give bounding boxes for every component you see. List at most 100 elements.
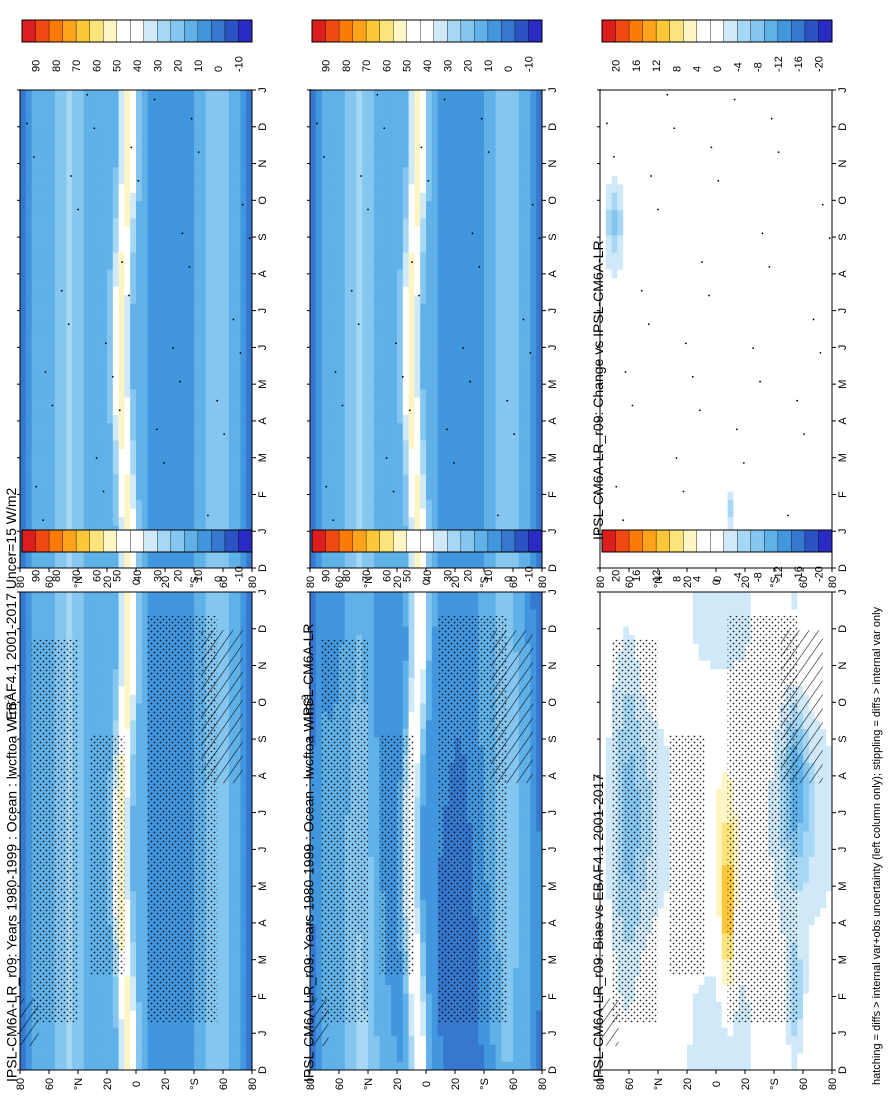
heat-cell — [84, 1010, 90, 1019]
heat-cell — [136, 814, 142, 823]
heat-cell — [153, 397, 159, 406]
heat-cell — [240, 848, 246, 857]
heat-cell — [37, 380, 43, 389]
heat-cell — [240, 1019, 246, 1028]
heat-cell — [136, 1061, 142, 1070]
heat-cell — [148, 192, 154, 201]
heat-cell — [78, 746, 84, 755]
heat-cell — [61, 116, 67, 125]
heat-cell — [148, 1044, 154, 1053]
heat-cell — [223, 252, 229, 261]
heat-cell — [49, 99, 55, 108]
heat-cell — [310, 601, 316, 610]
heat-cell — [84, 737, 90, 746]
heat-cell — [20, 500, 26, 509]
heat-cell — [124, 814, 130, 823]
heat-cell — [200, 312, 206, 321]
heat-cell — [235, 346, 241, 355]
heat-cell — [316, 814, 322, 823]
heat-cell — [130, 712, 136, 721]
heat-cell — [95, 652, 101, 661]
stipple-dot — [154, 99, 156, 101]
heat-cell — [200, 431, 206, 440]
heat-cell — [78, 380, 84, 389]
heat-cell — [200, 406, 206, 415]
heat-cell — [130, 346, 136, 355]
heat-cell — [32, 201, 38, 210]
heat-cell — [142, 720, 148, 729]
heat-cell — [66, 312, 72, 321]
heat-cell — [235, 329, 241, 338]
heat-cell — [217, 355, 223, 364]
heat-cell — [177, 329, 183, 338]
heat-cell — [20, 805, 26, 814]
heat-cell — [171, 449, 177, 458]
heat-cell — [188, 389, 194, 398]
heat-cell — [229, 218, 235, 227]
heat-cell — [240, 244, 246, 253]
heat-cell — [26, 635, 32, 644]
heat-cell — [165, 244, 171, 253]
heat-cell — [130, 141, 136, 150]
heat-cell — [136, 372, 142, 381]
heat-cell — [49, 609, 55, 618]
heat-cell — [171, 192, 177, 201]
heat-cell — [130, 942, 136, 951]
heat-cell — [90, 107, 96, 116]
heat-cell — [119, 150, 125, 159]
heat-cell — [113, 517, 119, 526]
heat-cell — [101, 355, 107, 364]
heat-cell — [246, 746, 252, 755]
heat-cell — [142, 483, 148, 492]
heat-cell — [316, 652, 322, 661]
heat-cell — [165, 397, 171, 406]
heat-cell — [240, 431, 246, 440]
heat-cell — [235, 517, 241, 526]
heat-cell — [124, 312, 130, 321]
heat-cell — [223, 822, 229, 831]
heat-cell — [124, 618, 130, 627]
heat-cell — [66, 406, 72, 415]
heat-cell — [246, 474, 252, 483]
heat-cell — [165, 601, 171, 610]
heat-cell — [182, 201, 188, 210]
heat-cell — [188, 380, 194, 389]
heat-cell — [37, 609, 43, 618]
heat-cell — [235, 814, 241, 823]
heat-cell — [235, 1044, 241, 1053]
heat-cell — [165, 261, 171, 270]
heat-cell — [153, 389, 159, 398]
heat-cell — [124, 158, 130, 167]
heat-cell — [119, 397, 125, 406]
heat-cell — [49, 124, 55, 133]
heat-cell — [130, 985, 136, 994]
month-label: N — [257, 662, 269, 670]
heat-cell — [235, 899, 241, 908]
heat-cell — [124, 414, 130, 423]
heat-cell — [223, 1027, 229, 1036]
heat-cell — [229, 500, 235, 509]
heat-cell — [246, 908, 252, 917]
heat-cell — [211, 414, 217, 423]
heat-cell — [165, 218, 171, 227]
heat-cell — [32, 338, 38, 347]
heat-cell — [136, 882, 142, 891]
heat-cell — [61, 227, 67, 236]
heat-cell — [223, 985, 229, 994]
heat-cell — [246, 874, 252, 883]
heat-cell — [177, 397, 183, 406]
heat-cell — [229, 355, 235, 364]
heat-cell — [95, 312, 101, 321]
heat-cell — [84, 210, 90, 219]
heat-cell — [78, 338, 84, 347]
heat-cell — [333, 592, 339, 601]
heat-cell — [84, 805, 90, 814]
heat-cell — [119, 491, 125, 500]
heat-cell — [84, 968, 90, 977]
heat-cell — [72, 210, 78, 219]
heat-cell — [66, 192, 72, 201]
heat-cell — [130, 848, 136, 857]
heat-cell — [246, 601, 252, 610]
heat-cell — [194, 167, 200, 176]
heat-cell — [66, 380, 72, 389]
